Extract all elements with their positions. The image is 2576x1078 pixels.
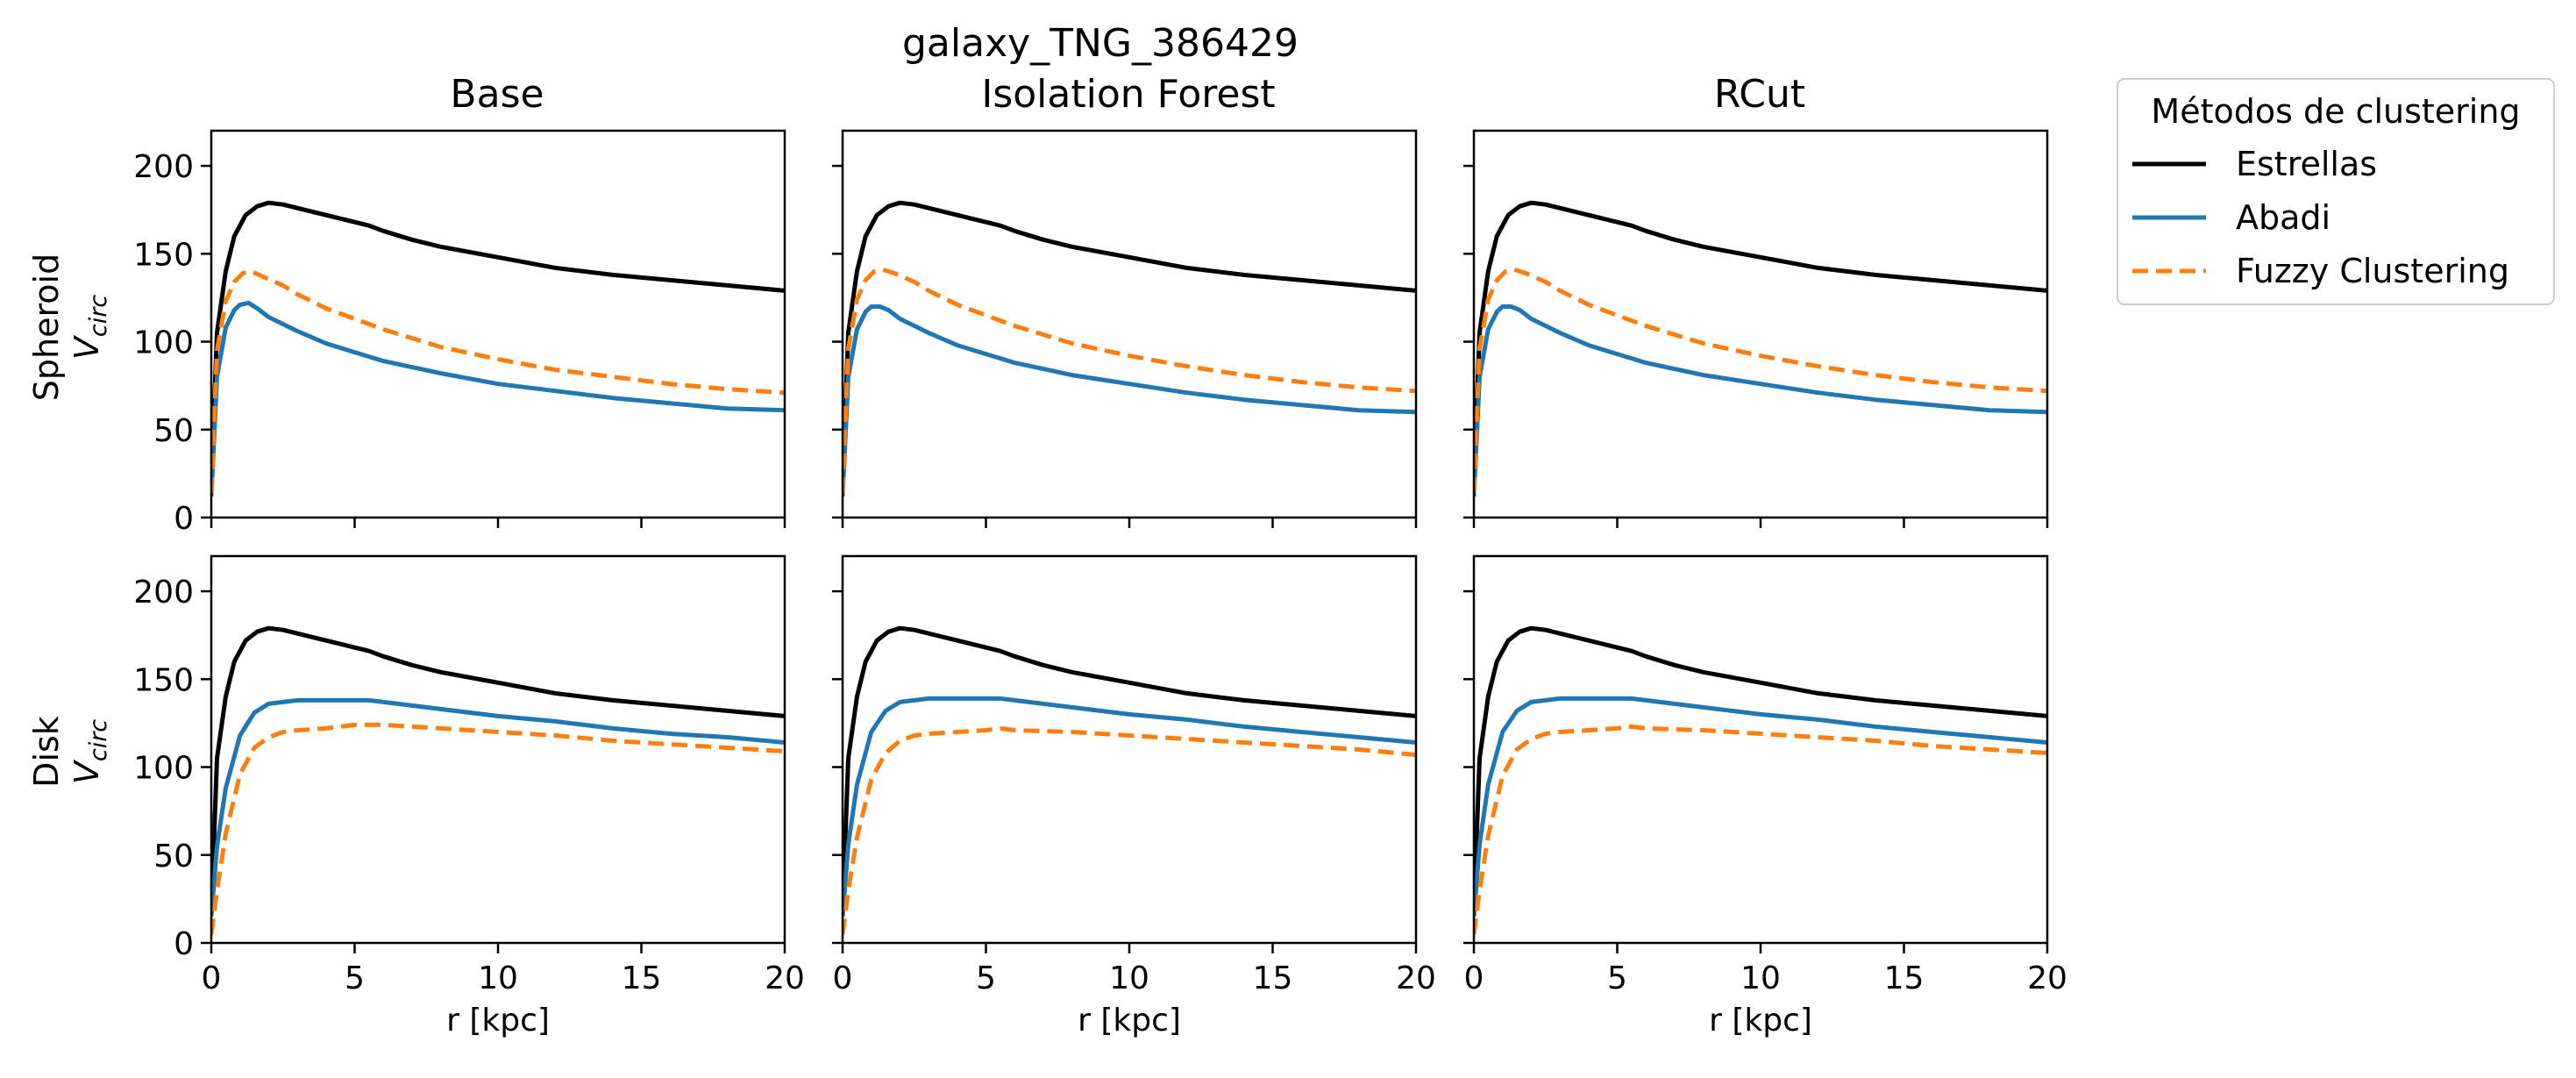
x-axis-label: r [kpc] <box>1709 1003 1812 1039</box>
x-tick-label: 5 <box>345 960 365 996</box>
series-line-estrellas <box>1474 200 2047 486</box>
subplot-spheroid-base: 0 50 100 150 200 <box>133 129 786 537</box>
legend: Métodos de clustering Estrellas Abadi Fuzz… <box>2117 78 2555 305</box>
legend-label: Estrellas <box>2236 145 2377 183</box>
row-label-disk: Disk Vcirc <box>27 716 112 788</box>
y-tick-label: 200 <box>133 575 194 610</box>
series-line-fuzzy-clustering <box>211 268 785 494</box>
legend-items: Estrellas Abadi Fuzzy Clustering <box>2132 145 2509 290</box>
legend-item-abadi: Abadi <box>2132 198 2330 237</box>
column-title-rcut: RCut <box>1714 72 1805 117</box>
row-label-disk-vcirc: Vcirc <box>68 719 112 784</box>
series-line-fuzzy-clustering <box>843 267 1416 493</box>
subplot-spheroid-rcut <box>1463 129 2049 528</box>
series-line-estrellas <box>211 200 785 486</box>
row-label-spheroid-name: Spheroid <box>27 253 66 401</box>
x-tick-label: 15 <box>1884 960 1925 996</box>
x-axis-label: r [kpc] <box>446 1003 550 1039</box>
column-title-base: Base <box>450 72 544 117</box>
series-line-fuzzy-clustering <box>1474 724 2047 935</box>
series-line-abadi <box>843 696 1416 917</box>
legend-label: Fuzzy Clustering <box>2236 252 2509 290</box>
x-tick-label: 0 <box>833 960 853 996</box>
x-tick-label: 0 <box>1464 960 1484 996</box>
x-tick-label: 5 <box>976 960 996 996</box>
subplot-disk-isolation-forest: 0 5 10 15 20 r [kpc] <box>832 554 1436 1039</box>
legend-item-estrellas: Estrellas <box>2132 145 2377 183</box>
x-tick-label: 20 <box>2027 960 2067 996</box>
series-line-abadi <box>1474 304 2047 497</box>
y-tick-label: 100 <box>133 325 194 361</box>
y-tick-label: 150 <box>133 237 194 273</box>
y-tick-label: 0 <box>174 926 194 962</box>
legend-item-fuzzy-clustering: Fuzzy Clustering <box>2132 252 2509 290</box>
x-tick-label: 15 <box>1253 960 1293 996</box>
y-tick-label: 50 <box>153 413 194 449</box>
y-tick-label: 100 <box>133 751 194 787</box>
subplot-spheroid-isolation-forest <box>832 129 1418 528</box>
y-tick-label: 150 <box>133 662 194 698</box>
series-line-fuzzy-clustering <box>843 725 1416 935</box>
row-label-spheroid-vcirc: Vcirc <box>68 295 112 360</box>
legend-title: Métodos de clustering <box>2151 92 2520 131</box>
figure-title: galaxy_TNG_386429 <box>902 21 1299 66</box>
series-line-estrellas <box>843 200 1416 486</box>
x-tick-label: 20 <box>1396 960 1436 996</box>
series-line-estrellas <box>211 625 785 911</box>
legend-frame <box>2117 78 2555 305</box>
x-tick-label: 20 <box>765 960 805 996</box>
column-title-isolation-forest: Isolation Forest <box>981 72 1275 117</box>
x-tick-label: 15 <box>622 960 662 996</box>
series-line-fuzzy-clustering <box>211 722 785 935</box>
series-line-estrellas <box>843 625 1416 911</box>
y-tick-label: 50 <box>153 839 194 875</box>
series-line-abadi <box>211 300 785 497</box>
x-tick-label: 5 <box>1607 960 1627 996</box>
x-tick-label: 10 <box>478 960 518 996</box>
subplot-disk-base: 0 50 100 150 200 0 5 10 15 20 r [kpc] <box>133 554 805 1039</box>
series-line-abadi <box>1474 696 2047 917</box>
row-label-spheroid: Spheroid Vcirc <box>27 253 112 401</box>
y-tick-label: 200 <box>133 149 194 185</box>
x-tick-label: 10 <box>1740 960 1781 996</box>
x-tick-label: 0 <box>202 960 222 996</box>
series-line-estrellas <box>1474 625 2047 911</box>
series-line-abadi <box>843 304 1416 497</box>
series-line-fuzzy-clustering <box>1474 267 2047 493</box>
legend-label: Abadi <box>2236 198 2330 237</box>
x-axis-label: r [kpc] <box>1078 1003 1181 1039</box>
series-line-abadi <box>211 697 785 917</box>
subplot-disk-rcut: 0 5 10 15 20 r [kpc] <box>1463 554 2067 1039</box>
y-tick-label: 0 <box>174 501 194 537</box>
row-label-disk-name: Disk <box>27 716 66 788</box>
x-tick-label: 10 <box>1109 960 1149 996</box>
